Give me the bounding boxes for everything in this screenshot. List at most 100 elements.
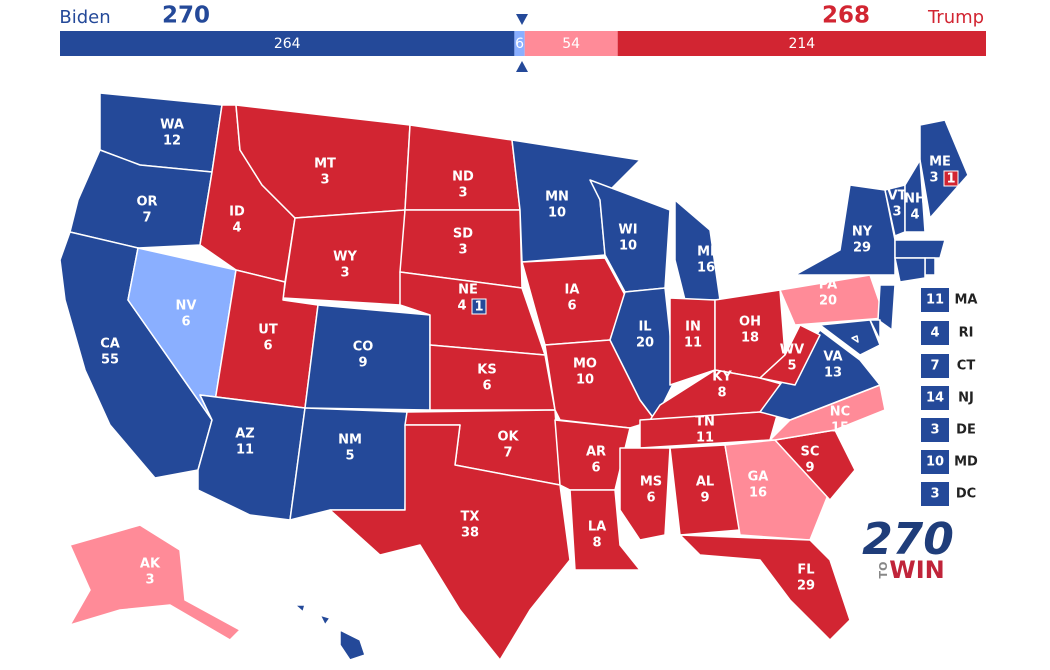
state-votes: 8 <box>717 386 726 401</box>
district-votes: 1 <box>946 172 955 187</box>
midpoint-arrow <box>516 61 528 72</box>
state-votes: 3 <box>929 171 938 186</box>
state-votes: 12 <box>163 134 181 149</box>
state-votes: 16 <box>749 486 767 501</box>
bar-label: 264 <box>274 36 301 52</box>
bar-label: 6 <box>515 36 524 52</box>
state-abbr: MI <box>697 245 715 260</box>
state-votes: 11 <box>926 293 944 308</box>
state-votes: 10 <box>926 455 944 470</box>
state-votes: 9 <box>358 356 367 371</box>
state-votes: 3 <box>892 205 901 220</box>
district-votes: 1 <box>474 300 483 315</box>
state-abbr: PA <box>819 278 837 293</box>
state-abbr: NV <box>176 299 197 314</box>
state-shape <box>429 344 556 411</box>
left-total: 270 <box>162 3 210 29</box>
state-abbr: GA <box>748 470 769 485</box>
state-votes: 14 <box>926 391 944 406</box>
state-votes: 20 <box>636 336 654 351</box>
small-state-box <box>921 482 949 506</box>
state-abbr: OH <box>739 315 761 330</box>
left-candidate: Biden <box>59 7 110 28</box>
small-state-box <box>921 321 949 345</box>
state-abbr: CA <box>100 337 120 352</box>
state-abbr: MN <box>545 190 569 205</box>
state-votes: 15 <box>831 421 849 436</box>
state-votes: 13 <box>824 366 842 381</box>
state-abbr: TX <box>461 510 480 525</box>
state-abbr: LA <box>588 520 606 535</box>
state-votes: 4 <box>910 208 919 223</box>
midpoint-arrow <box>516 14 528 25</box>
small-state-box <box>921 418 949 442</box>
state-votes: 7 <box>503 446 512 461</box>
logo-number: 270 <box>862 514 954 565</box>
state-abbr: ID <box>229 205 245 220</box>
state-votes: 3 <box>930 487 939 502</box>
state-votes: 11 <box>696 431 714 446</box>
state-shape <box>904 159 926 233</box>
state-votes: 3 <box>930 423 939 438</box>
state-abbr: NC <box>830 405 850 420</box>
state-abbr: VT <box>888 189 907 204</box>
state-votes: 10 <box>576 373 594 388</box>
state-votes: 10 <box>548 206 566 221</box>
state-shape <box>819 319 881 356</box>
state-abbr: SC <box>801 445 820 460</box>
state-shape <box>924 257 936 276</box>
state-abbr: WY <box>333 250 357 265</box>
state-abbr: WA <box>160 118 184 133</box>
state-votes: 10 <box>619 239 637 254</box>
state-votes: 38 <box>461 526 479 541</box>
state-votes: 6 <box>482 379 491 394</box>
state-votes: 4 <box>317 647 326 662</box>
state-abbr: OK <box>497 430 519 445</box>
state-votes: 20 <box>819 294 837 309</box>
state-votes: 29 <box>797 579 815 594</box>
state-abbr: KS <box>477 363 496 378</box>
state-votes: 5 <box>345 449 354 464</box>
state-votes: 8 <box>592 536 601 551</box>
state-shape <box>69 524 241 641</box>
state-votes: 6 <box>591 461 600 476</box>
state-abbr: CT <box>957 359 976 374</box>
state-abbr: FL <box>797 563 814 578</box>
state-abbr: IA <box>565 283 580 298</box>
state-shape <box>329 424 571 661</box>
state-abbr: TN <box>695 415 715 430</box>
right-candidate: Trump <box>927 7 984 28</box>
state-abbr: IL <box>638 320 651 335</box>
state-votes: 16 <box>697 261 715 276</box>
state-votes: 11 <box>236 443 254 458</box>
state-votes: 4 <box>930 326 939 341</box>
state-shape <box>339 629 366 661</box>
state-shape <box>319 614 331 626</box>
state-votes: 6 <box>181 315 190 330</box>
state-votes: 3 <box>340 266 349 281</box>
state-shape <box>197 394 306 521</box>
state-votes: 9 <box>700 491 709 506</box>
state-abbr: ME <box>929 155 951 170</box>
state-abbr: SD <box>453 227 473 242</box>
state-abbr: MT <box>314 157 336 172</box>
state-shape <box>294 604 306 613</box>
state-votes: 3 <box>145 573 154 588</box>
state-shape <box>679 534 851 641</box>
bar-segment <box>524 31 618 56</box>
state-abbr: MS <box>640 475 662 490</box>
state-abbr: VA <box>823 350 842 365</box>
state-abbr: AZ <box>235 427 255 442</box>
state-abbr: MA <box>955 293 978 308</box>
state-abbr: AL <box>696 475 714 490</box>
state-votes: 7 <box>142 211 151 226</box>
state-shape <box>794 184 896 276</box>
state-shape <box>919 119 969 219</box>
state-abbr: DC <box>956 487 976 502</box>
state-shape <box>569 489 641 571</box>
state-votes: 9 <box>805 461 814 476</box>
state-shape <box>894 257 926 283</box>
state-votes: 3 <box>458 243 467 258</box>
